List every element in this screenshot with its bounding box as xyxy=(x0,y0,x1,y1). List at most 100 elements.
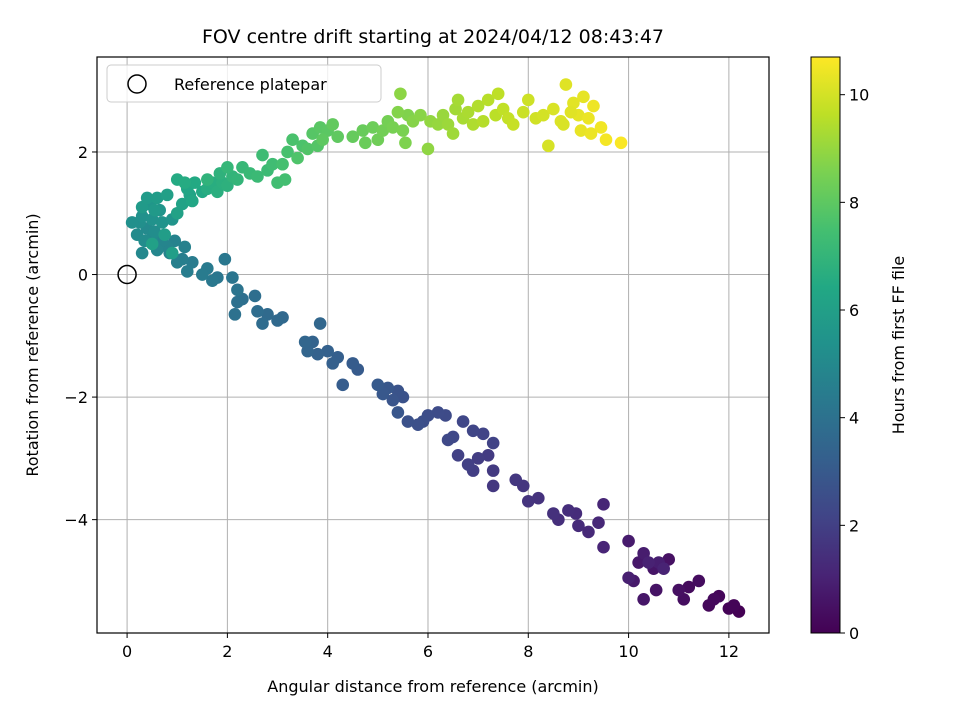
y-tick-label: 0 xyxy=(78,266,88,285)
data-point xyxy=(399,136,412,150)
data-point xyxy=(471,452,485,465)
data-point xyxy=(135,246,149,260)
data-point xyxy=(486,436,500,450)
data-point xyxy=(188,176,202,189)
data-point xyxy=(476,115,490,128)
data-point xyxy=(376,124,390,137)
data-point xyxy=(622,571,635,585)
legend-reference-marker xyxy=(127,74,147,94)
colorbar-tick-label: 4 xyxy=(849,409,859,428)
data-point xyxy=(321,344,334,358)
chart-title: FOV centre drift starting at 2024/04/12 … xyxy=(202,26,664,48)
data-point xyxy=(231,295,244,309)
colorbar: 0 2 4 6 8 10 Hours from first FF file xyxy=(810,56,908,643)
data-point xyxy=(509,473,523,487)
colorbar-tick-label: 6 xyxy=(849,301,859,320)
colorbar-gradient xyxy=(811,57,840,633)
colorbar-tick-label: 0 xyxy=(849,624,859,643)
data-point xyxy=(436,108,450,122)
data-point xyxy=(592,516,605,530)
data-point xyxy=(574,124,588,137)
data-point xyxy=(431,406,445,419)
data-point xyxy=(642,556,655,569)
data-point xyxy=(281,145,294,159)
data-point xyxy=(178,176,192,189)
colorbar-tick-label: 8 xyxy=(849,193,859,212)
x-tick-label: 12 xyxy=(719,642,739,661)
y-tick-label: −2 xyxy=(64,388,88,407)
data-point xyxy=(481,448,495,462)
data-point xyxy=(221,179,234,192)
data-point xyxy=(391,384,405,398)
colorbar-frame xyxy=(810,56,841,634)
x-tick-label: 0 xyxy=(122,642,132,661)
data-point xyxy=(231,283,244,297)
data-point xyxy=(311,347,324,361)
data-point xyxy=(298,335,312,349)
data-point xyxy=(326,118,340,131)
data-point xyxy=(196,268,209,281)
legend-box xyxy=(106,64,382,103)
data-point xyxy=(256,317,269,330)
data-point xyxy=(226,271,239,284)
data-point xyxy=(441,118,455,131)
data-point xyxy=(496,102,510,116)
data-point xyxy=(251,304,264,318)
data-point xyxy=(491,87,505,101)
colorbar-tick-label: 2 xyxy=(849,516,859,535)
x-tick-label: 2 xyxy=(222,642,232,661)
data-point xyxy=(358,136,372,150)
data-point xyxy=(206,274,219,287)
x-tick-label: 6 xyxy=(423,642,433,661)
data-point xyxy=(175,197,189,211)
data-point xyxy=(672,583,686,597)
plot-area-frame xyxy=(96,56,770,634)
data-point xyxy=(446,127,460,140)
data-point xyxy=(466,424,480,438)
data-point xyxy=(248,289,262,303)
y-tick-label: 2 xyxy=(78,143,88,162)
data-point xyxy=(692,574,706,588)
x-axis-label: Angular distance from reference (arcmin) xyxy=(267,677,598,696)
data-point xyxy=(326,357,340,370)
data-point xyxy=(178,240,192,254)
data-point xyxy=(261,308,274,321)
data-point xyxy=(632,556,645,569)
data-point xyxy=(562,504,575,517)
data-point xyxy=(431,118,445,131)
data-point xyxy=(371,133,385,147)
data-point xyxy=(140,191,154,205)
data-point xyxy=(521,494,535,508)
data-point xyxy=(476,427,490,441)
data-point xyxy=(251,170,264,183)
data-point xyxy=(597,540,610,554)
data-point xyxy=(481,93,495,107)
data-point xyxy=(271,314,284,327)
colorbar-tick-label: 10 xyxy=(849,86,869,105)
data-point xyxy=(662,553,676,566)
data-point xyxy=(150,191,164,205)
data-point xyxy=(461,458,475,471)
data-point xyxy=(542,139,555,153)
data-point xyxy=(584,127,598,140)
data-point xyxy=(135,210,149,223)
data-point xyxy=(256,148,269,162)
data-point xyxy=(165,246,179,260)
data-point xyxy=(486,479,500,493)
data-point xyxy=(218,252,232,266)
data-point xyxy=(547,102,560,116)
data-point xyxy=(185,255,199,269)
reference-platepar-marker xyxy=(117,264,137,285)
data-point xyxy=(276,157,289,171)
data-point xyxy=(346,130,360,143)
data-point xyxy=(414,108,427,122)
colorbar-label: Hours from first FF file xyxy=(889,256,908,435)
data-point xyxy=(622,534,635,548)
data-point xyxy=(376,387,390,401)
data-point xyxy=(506,118,520,131)
data-point xyxy=(411,418,425,431)
data-point xyxy=(521,93,535,107)
y-axis-label: Rotation from reference (arcmin) xyxy=(23,213,42,476)
data-point xyxy=(471,99,485,113)
